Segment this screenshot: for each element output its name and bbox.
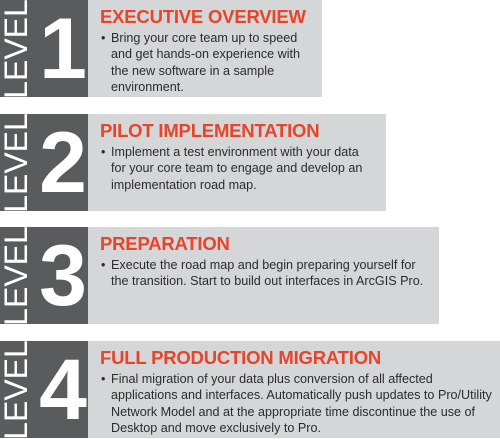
level-1-panel: EXECUTIVE OVERVIEW • Bring your core tea… xyxy=(88,0,322,97)
level-word: LEVEL xyxy=(0,339,34,439)
bullet: • xyxy=(101,31,106,45)
bullet: • xyxy=(101,372,106,386)
level-number: 2 xyxy=(39,114,87,211)
level-description: • Bring your core team up to speed and g… xyxy=(101,30,306,95)
level-1-badge: LEVEL 1 xyxy=(0,0,88,99)
bullet: • xyxy=(101,258,106,272)
level-3-panel: PREPARATION • Execute the road map and b… xyxy=(88,227,439,324)
level-word: LEVEL xyxy=(0,112,34,213)
level-4-panel: FULL PRODUCTION MIGRATION • Final migrat… xyxy=(88,341,500,438)
level-description: • Execute the road map and begin prepari… xyxy=(101,257,431,290)
level-title: PREPARATION xyxy=(100,233,230,254)
description-text: Execute the road map and begin preparing… xyxy=(111,258,424,289)
level-2: LEVEL 2 PILOT IMPLEMENTATION • Implement… xyxy=(0,112,386,213)
level-title: PILOT IMPLEMENTATION xyxy=(100,120,320,141)
level-4: LEVEL 4 FULL PRODUCTION MIGRATION • Fina… xyxy=(0,339,500,439)
level-word: LEVEL xyxy=(0,0,34,99)
level-4-badge: LEVEL 4 xyxy=(0,339,88,439)
level-3: LEVEL 3 PREPARATION • Execute the road m… xyxy=(0,225,439,326)
description-text: Bring your core team up to speed and get… xyxy=(111,31,301,94)
description-text: Implement a test environment with your d… xyxy=(111,145,363,192)
level-number: 4 xyxy=(39,341,87,438)
level-number: 1 xyxy=(39,0,87,97)
level-number: 3 xyxy=(39,227,87,324)
bullet: • xyxy=(101,145,106,159)
level-description: • Implement a test environment with your… xyxy=(101,144,373,193)
level-3-badge: LEVEL 3 xyxy=(0,225,88,326)
level-1: LEVEL 1 EXECUTIVE OVERVIEW • Bring your … xyxy=(0,0,322,99)
level-title: EXECUTIVE OVERVIEW xyxy=(100,6,306,27)
level-title: FULL PRODUCTION MIGRATION xyxy=(100,347,382,368)
description-text: Final migration of your data plus conver… xyxy=(111,372,492,435)
level-2-panel: PILOT IMPLEMENTATION • Implement a test … xyxy=(88,114,386,211)
level-2-badge: LEVEL 2 xyxy=(0,112,88,213)
level-description: • Final migration of your data plus conv… xyxy=(101,371,496,436)
level-word: LEVEL xyxy=(0,225,34,326)
